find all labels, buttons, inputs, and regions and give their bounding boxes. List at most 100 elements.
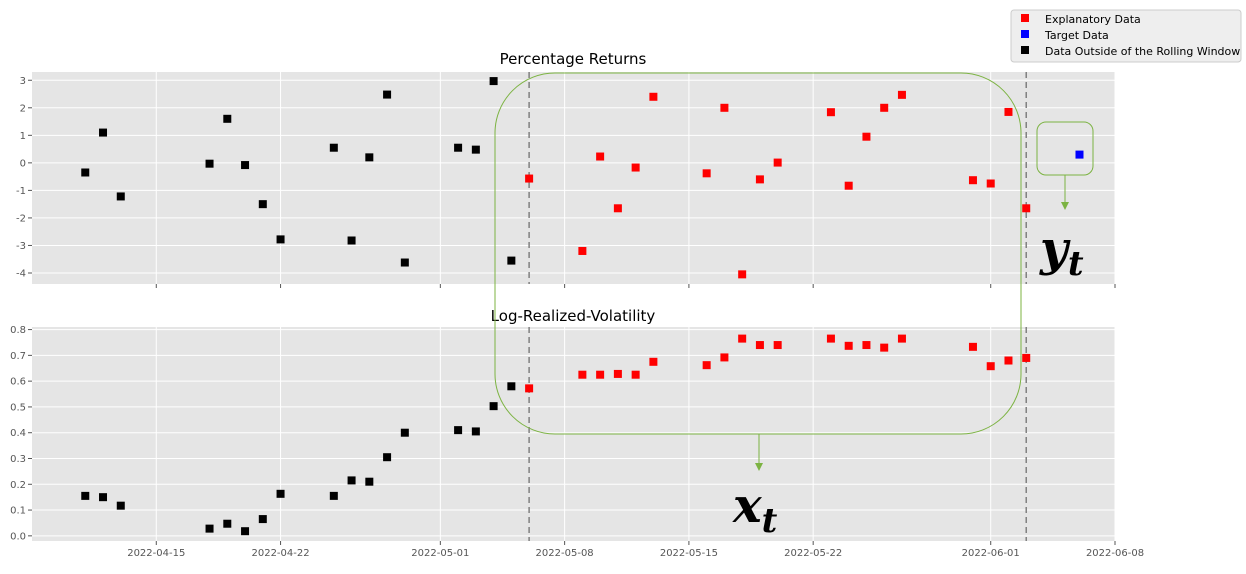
- y-tick-label: 0.3: [10, 454, 26, 465]
- data-outside-of-the-rolling-window-point: [116, 501, 125, 510]
- returns-y-ticks: 3 2 1 0 -1 -2 -3 -4: [16, 76, 32, 279]
- data-outside-of-the-rolling-window-point: [99, 493, 108, 502]
- y-tick-label: 1: [20, 131, 26, 142]
- data-outside-of-the-rolling-window-point: [81, 491, 90, 500]
- explanatory-data-point: [525, 174, 534, 183]
- explanatory-data-point: [1022, 204, 1031, 213]
- explanatory-data-point: [844, 181, 853, 190]
- explanatory-data-point: [986, 179, 995, 188]
- explanatory-data-point: [1022, 353, 1031, 362]
- data-outside-of-the-rolling-window-point: [454, 143, 463, 152]
- legend-label-outside: Data Outside of the Rolling Window: [1045, 45, 1240, 58]
- data-outside-of-the-rolling-window-point: [365, 153, 374, 162]
- data-outside-of-the-rolling-window-point: [223, 114, 232, 123]
- data-outside-of-the-rolling-window-point: [400, 428, 409, 437]
- explanatory-data-point: [649, 357, 658, 366]
- data-outside-of-the-rolling-window-point: [241, 527, 250, 536]
- legend-label-explanatory: Explanatory Data: [1045, 13, 1141, 26]
- explanatory-data-point: [968, 176, 977, 185]
- y-tick-label: 0.8: [10, 325, 26, 336]
- x-tick-label: 2022-06-01: [962, 548, 1020, 559]
- x-t-main: x: [732, 478, 763, 534]
- y-tick-label: -1: [16, 186, 26, 197]
- y-tick-label: 0.2: [10, 480, 26, 491]
- returns-title: Percentage Returns: [500, 50, 647, 68]
- x-t-subscript: t: [762, 501, 778, 541]
- returns-panel: 3 2 1 0 -1 -2 -3 -4 Percentage Returns: [16, 50, 1116, 288]
- explanatory-data-point: [897, 334, 906, 343]
- data-outside-of-the-rolling-window-point: [241, 161, 250, 170]
- y-t-main: y: [1039, 221, 1071, 277]
- explanatory-data-point: [826, 334, 835, 343]
- explanatory-data-point: [844, 341, 853, 350]
- x-tick-label: 2022-04-15: [127, 548, 185, 559]
- explanatory-data-point: [702, 169, 711, 178]
- volatility-grid: [32, 327, 1116, 541]
- x-tick-label: 2022-05-15: [660, 548, 718, 559]
- explanatory-data-point: [720, 103, 729, 112]
- explanatory-data-point: [613, 204, 622, 213]
- explanatory-data-point: [649, 92, 658, 101]
- y-t-subscript: t: [1068, 244, 1084, 284]
- legend-label-target: Target Data: [1044, 29, 1109, 42]
- data-outside-of-the-rolling-window-point: [365, 477, 374, 486]
- data-outside-of-the-rolling-window-point: [329, 143, 338, 152]
- y-tick-label: 0.0: [10, 531, 26, 542]
- explanatory-data-point: [773, 158, 782, 167]
- explanatory-data-point: [897, 90, 906, 99]
- y-tick-label: 0: [20, 158, 26, 169]
- y-tick-label: 0.5: [10, 402, 26, 413]
- x-tick-label: 2022-05-01: [411, 548, 469, 559]
- volatility-x-ticks: 2022-04-15 2022-04-22 2022-05-01 2022-05-08…: [127, 541, 1144, 559]
- legend-marker-outside: [1021, 46, 1029, 54]
- explanatory-data-point: [755, 175, 764, 184]
- x-arrow-head: [755, 463, 763, 471]
- y-tick-label: 0.1: [10, 506, 26, 517]
- x-t-label: xt: [732, 478, 778, 541]
- explanatory-data-point: [968, 342, 977, 351]
- explanatory-data-point: [880, 103, 889, 112]
- data-outside-of-the-rolling-window-point: [99, 128, 108, 137]
- data-outside-of-the-rolling-window-point: [489, 402, 498, 411]
- explanatory-data-point: [880, 343, 889, 352]
- explanatory-data-point: [738, 270, 747, 279]
- data-outside-of-the-rolling-window-point: [276, 235, 285, 244]
- explanatory-data-point: [862, 132, 871, 141]
- volatility-points: [81, 334, 1031, 536]
- data-outside-of-the-rolling-window-point: [507, 382, 516, 391]
- data-outside-of-the-rolling-window-point: [471, 145, 480, 154]
- data-outside-of-the-rolling-window-point: [205, 159, 214, 168]
- data-outside-of-the-rolling-window-point: [347, 476, 356, 485]
- data-outside-of-the-rolling-window-point: [383, 90, 392, 99]
- data-outside-of-the-rolling-window-point: [347, 236, 356, 245]
- returns-points: [81, 77, 1084, 279]
- y-arrow-head: [1061, 202, 1069, 210]
- y-tick-label: -2: [16, 213, 26, 224]
- volatility-window-lines: [528, 327, 1027, 541]
- returns-plot-area: [32, 72, 1115, 284]
- data-outside-of-the-rolling-window-point: [489, 77, 498, 86]
- data-outside-of-the-rolling-window-point: [329, 491, 338, 500]
- y-tick-label: 0.7: [10, 351, 26, 362]
- explanatory-data-point: [596, 152, 605, 161]
- explanatory-data-point: [702, 361, 711, 370]
- data-outside-of-the-rolling-window-point: [383, 453, 392, 462]
- explanatory-data-point: [862, 341, 871, 350]
- legend-marker-explanatory: [1021, 14, 1029, 22]
- y-tick-label: 0.6: [10, 377, 26, 388]
- y-tick-label: 0.4: [10, 428, 26, 439]
- annotations: yt xt: [494, 72, 1094, 541]
- data-outside-of-the-rolling-window-point: [276, 489, 285, 498]
- explanatory-data-point: [755, 341, 764, 350]
- explanatory-data-point: [596, 370, 605, 379]
- data-outside-of-the-rolling-window-point: [400, 258, 409, 267]
- legend: Explanatory Data Target Data Data Outsid…: [1010, 9, 1242, 63]
- explanatory-data-point: [578, 370, 587, 379]
- y-tick-label: 3: [20, 76, 26, 87]
- data-outside-of-the-rolling-window-point: [223, 519, 232, 528]
- x-tick-label: 2022-06-08: [1086, 548, 1144, 559]
- y-tick-label: -3: [16, 241, 26, 252]
- returns-grid: [32, 72, 1116, 284]
- x-tick-label: 2022-04-22: [251, 548, 309, 559]
